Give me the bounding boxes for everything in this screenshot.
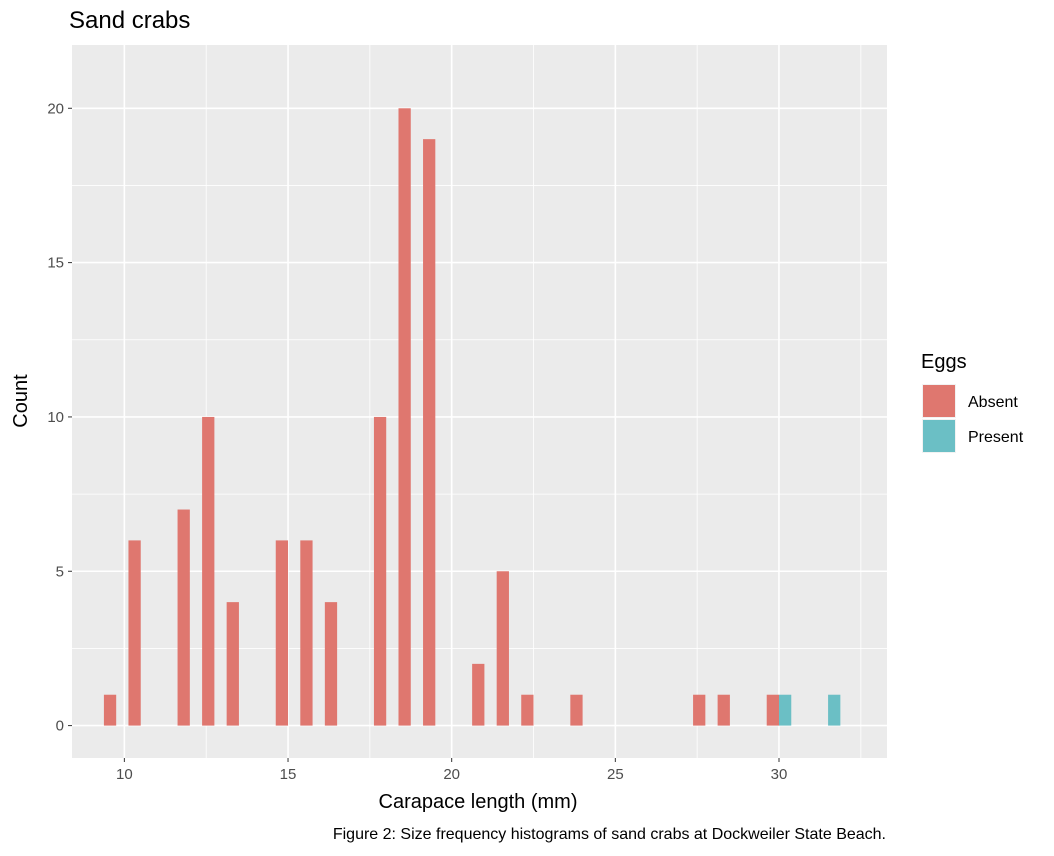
legend-swatch-absent xyxy=(923,385,955,417)
x-axis-title: Carapace length (mm) xyxy=(379,791,578,813)
legend-title: Eggs xyxy=(921,351,967,373)
bar-absent xyxy=(226,602,239,726)
x-tick-label: 10 xyxy=(116,766,133,783)
bar-absent xyxy=(570,694,583,726)
legend-label-present: Present xyxy=(968,429,1024,446)
bar-absent xyxy=(275,540,289,726)
bar-absent xyxy=(300,540,313,726)
y-tick-label: 5 xyxy=(56,563,64,580)
bar-absent xyxy=(398,108,411,726)
bar-absent xyxy=(177,509,190,726)
bar-present xyxy=(778,694,792,726)
bar-absent xyxy=(496,571,509,726)
y-tick-label: 15 xyxy=(47,255,64,272)
legend-swatch-present xyxy=(923,420,955,452)
x-tick-label: 20 xyxy=(443,766,460,783)
bar-absent xyxy=(324,602,338,726)
bar-absent xyxy=(766,694,779,726)
bar-absent xyxy=(103,694,117,726)
y-tick-label: 10 xyxy=(47,409,64,426)
bar-absent xyxy=(128,540,141,726)
bar-absent xyxy=(423,139,436,726)
bar-absent xyxy=(202,416,215,726)
bar-absent xyxy=(373,416,387,726)
bars xyxy=(103,108,841,726)
plot-panel xyxy=(72,45,887,758)
y-tick-label: 20 xyxy=(47,100,64,117)
legend: Eggs Absent Present xyxy=(921,351,1024,453)
x-axis-ticks: 10 15 20 25 30 xyxy=(116,758,787,783)
x-tick-label: 15 xyxy=(280,766,297,783)
y-axis-title: Count xyxy=(10,374,32,428)
chart-title: Sand crabs xyxy=(69,7,190,34)
bar-absent xyxy=(472,663,485,726)
figure-caption: Figure 2: Size frequency histograms of s… xyxy=(333,826,886,843)
x-tick-label: 30 xyxy=(771,766,788,783)
bar-absent xyxy=(717,694,730,726)
bar-absent xyxy=(521,694,534,726)
bar-present xyxy=(828,694,841,726)
y-tick-label: 0 xyxy=(56,718,64,735)
y-axis-ticks: 0 5 10 15 20 xyxy=(47,100,72,735)
legend-label-absent: Absent xyxy=(968,394,1018,411)
x-tick-label: 25 xyxy=(607,766,624,783)
bar-absent xyxy=(693,694,706,726)
major-gridlines xyxy=(72,45,887,758)
